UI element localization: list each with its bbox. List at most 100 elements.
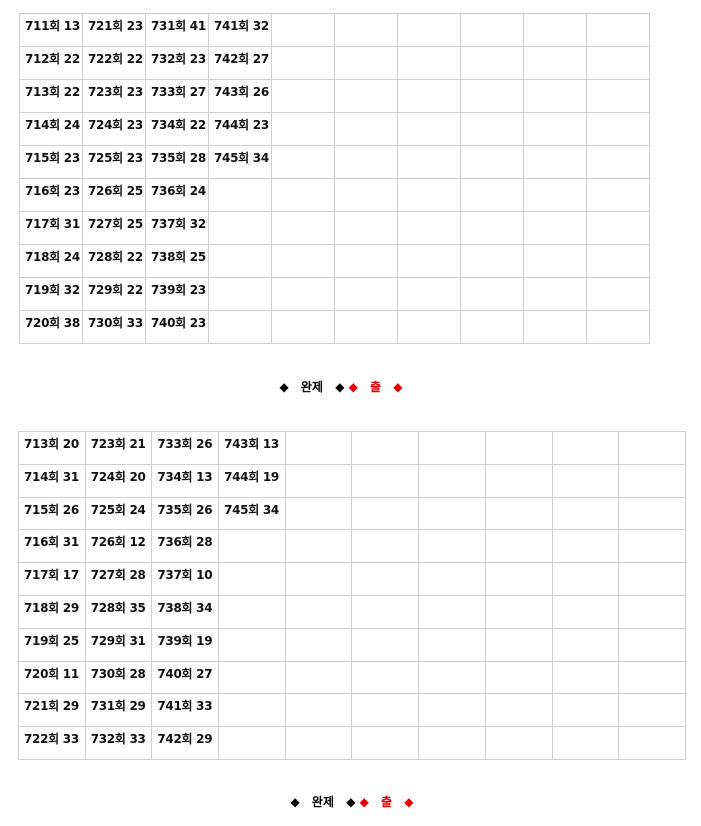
table-cell <box>351 726 420 760</box>
table-cell <box>397 178 461 212</box>
table-cell <box>418 660 486 695</box>
table-cell <box>271 277 335 311</box>
table-cell: 739회 23 <box>145 277 209 311</box>
table-cell: 738회 25 <box>145 244 209 278</box>
table-cell <box>397 13 461 47</box>
table-cell <box>551 496 620 531</box>
table-row: 722회 33 732회 33 742회 29 <box>18 726 686 760</box>
table-cell <box>351 529 420 564</box>
caption-right-text: 출 <box>370 380 382 394</box>
table-cell <box>484 594 553 629</box>
table-cell <box>334 310 398 344</box>
table-cell <box>271 79 335 113</box>
table-cell: 743회 26 <box>208 79 272 113</box>
caption-left-text: 완제 <box>311 795 335 809</box>
table-cell: 732회 23 <box>145 46 209 80</box>
table-cell <box>397 310 461 344</box>
table-cell <box>334 145 398 179</box>
table-cell: 713회 20 <box>18 431 86 465</box>
table-cell: 717회 31 <box>19 211 83 245</box>
table-cell <box>618 627 686 662</box>
table-cell <box>271 211 335 245</box>
table-row: 712회 22 722회 22 732회 23 742회 27 <box>19 46 650 80</box>
table-cell <box>460 112 524 146</box>
table-cell <box>208 310 272 344</box>
table-cell <box>284 562 353 596</box>
table-cell: 720회 38 <box>19 310 83 344</box>
table-cell: 734회 22 <box>145 112 209 146</box>
table-cell: 715회 23 <box>19 145 83 179</box>
table-cell: 741회 32 <box>208 13 272 47</box>
table-cell <box>418 431 486 465</box>
table-cell <box>418 693 486 728</box>
table-cell <box>551 627 620 662</box>
table-cell <box>460 277 524 311</box>
table-cell: 725회 24 <box>84 496 153 531</box>
table-cell: 713회 22 <box>19 79 83 113</box>
table-cell: 737회 32 <box>145 211 209 245</box>
table-row: 717회 31 727회 25 737회 32 <box>19 211 650 245</box>
table-cell <box>397 79 461 113</box>
table-cell <box>418 463 486 498</box>
table-cell: 736회 28 <box>151 529 220 564</box>
table-cell <box>586 310 650 344</box>
table-cell <box>418 594 486 629</box>
diamond-icon: ◆ <box>404 795 414 809</box>
table-cell <box>418 529 486 564</box>
table-row: 711회 13 721회 23 731회 41 741회 32 <box>19 13 650 47</box>
table-cell <box>271 244 335 278</box>
table-cell <box>351 431 420 465</box>
table-cell <box>586 178 650 212</box>
table-cell <box>484 463 553 498</box>
caption-2: ◆ 완제 ◆ ◆ 출 ◆ <box>290 793 413 810</box>
table-cell <box>523 13 587 47</box>
table-cell: 727회 25 <box>82 211 146 245</box>
table-cell: 732회 33 <box>84 726 153 760</box>
table-cell: 717회 17 <box>18 562 86 596</box>
table-cell <box>218 594 286 629</box>
table-cell <box>460 178 524 212</box>
table-cell <box>523 310 587 344</box>
table-cell <box>586 244 650 278</box>
frequency-table-2: 713회 20 723회 21 733회 26 743회 13 714회 31 724회 … <box>18 431 686 760</box>
table-cell <box>218 660 286 695</box>
table-cell <box>586 79 650 113</box>
table-cell <box>397 112 461 146</box>
table-cell <box>586 13 650 47</box>
table-cell <box>218 529 286 564</box>
table-cell <box>551 660 620 695</box>
table-cell <box>484 726 553 760</box>
table-cell <box>460 79 524 113</box>
table-cell <box>351 660 420 695</box>
table-cell: 728회 35 <box>84 594 153 629</box>
table-cell: 722회 33 <box>18 726 86 760</box>
table-cell <box>586 46 650 80</box>
table-cell: 726회 25 <box>82 178 146 212</box>
table-cell <box>271 145 335 179</box>
table-cell: 737회 10 <box>151 562 220 596</box>
table-cell <box>523 178 587 212</box>
table-row: 713회 20 723회 21 733회 26 743회 13 <box>18 431 686 465</box>
table-row: 721회 29 731회 29 741회 33 <box>18 693 686 728</box>
table-cell <box>397 244 461 278</box>
table-cell: 744회 23 <box>208 112 272 146</box>
table-cell: 724회 23 <box>82 112 146 146</box>
table-cell <box>618 726 686 760</box>
table-cell <box>460 46 524 80</box>
table-cell: 726회 12 <box>84 529 153 564</box>
table-cell: 720회 11 <box>18 660 86 695</box>
table-cell: 719회 32 <box>19 277 83 311</box>
table-cell: 715회 26 <box>18 496 86 531</box>
table-cell: 738회 34 <box>151 594 220 629</box>
table-cell: 727회 28 <box>84 562 153 596</box>
diamond-icon: ◆ <box>359 795 369 809</box>
table-cell <box>523 79 587 113</box>
table-cell: 739회 19 <box>151 627 220 662</box>
table-cell: 730회 28 <box>84 660 153 695</box>
table-cell <box>284 627 353 662</box>
table-cell <box>351 594 420 629</box>
table-cell <box>618 693 686 728</box>
table-cell: 716회 31 <box>18 529 86 564</box>
table-cell: 729회 22 <box>82 277 146 311</box>
table-cell: 721회 29 <box>18 693 86 728</box>
